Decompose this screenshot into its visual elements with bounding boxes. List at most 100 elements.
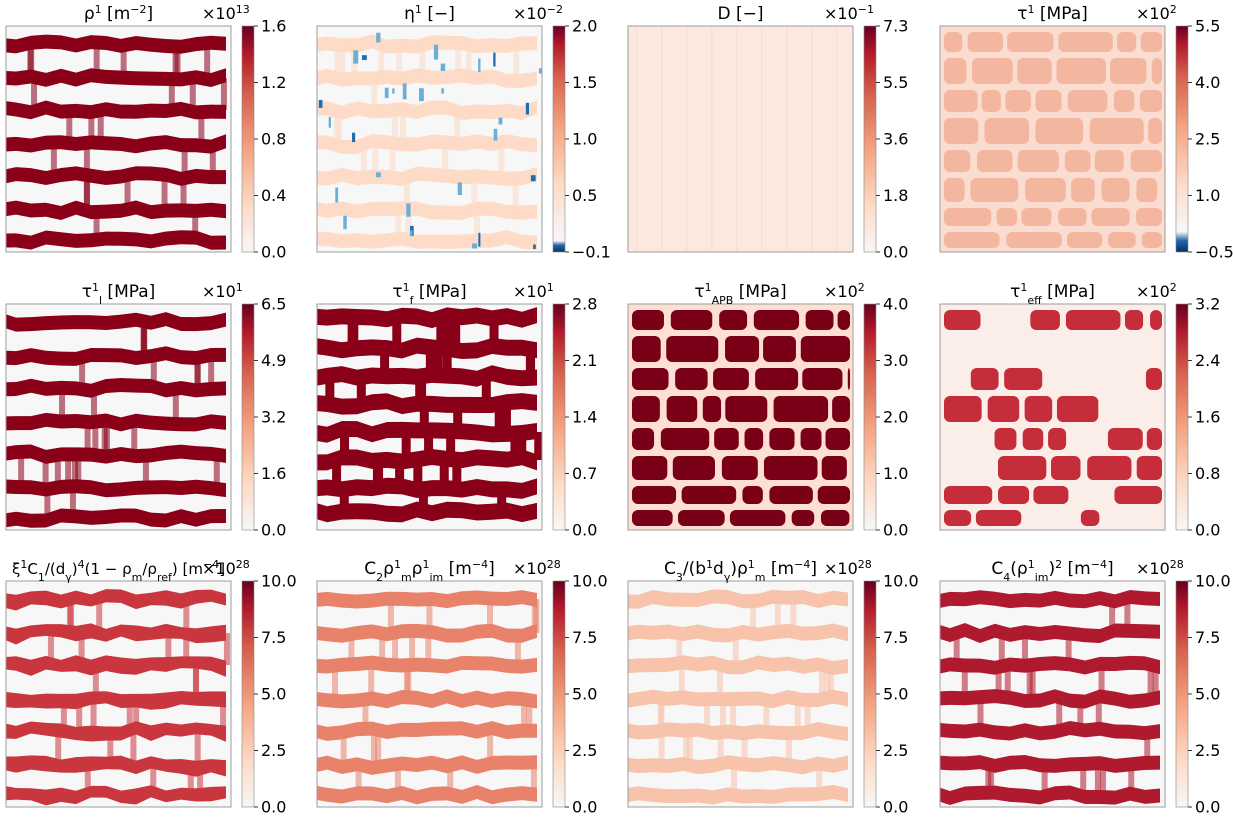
heatmap-cell <box>632 428 655 450</box>
heatmap-band <box>6 34 226 54</box>
heatmap-band <box>940 655 1160 675</box>
colorbar <box>1175 303 1189 531</box>
colorbar-multiplier: ×10−1 <box>824 3 874 24</box>
heatmap-connector <box>1021 633 1028 665</box>
negative-speck <box>538 68 542 74</box>
heatmap-connector <box>1095 699 1102 731</box>
heatmap-connector <box>442 318 452 348</box>
heatmap-connector <box>794 699 801 731</box>
panel-title: ρ1 [m−2] <box>84 3 153 25</box>
heatmap-cell <box>1150 310 1162 330</box>
panel-frame <box>939 580 1166 808</box>
heatmap-cell <box>944 58 967 84</box>
heatmap-connector <box>124 176 131 210</box>
heatmap-cell <box>721 456 758 480</box>
colorbar-tick-label: 0.0 <box>261 243 286 262</box>
colorbar-tick-label: 1.2 <box>261 73 286 92</box>
heatmap-cell <box>1066 232 1103 248</box>
colorbar-tick-label: 7.5 <box>1195 628 1220 647</box>
heatmap-panel: η1 [−] −0.1 0.5 1.0 1.5 2.0 ×10−2 <box>316 3 611 262</box>
heatmap-cell <box>725 336 760 362</box>
heatmap-cell <box>800 428 822 450</box>
heatmap-cell <box>977 150 1013 172</box>
heatmap-connector <box>395 210 402 240</box>
heatmap-cell <box>791 510 815 526</box>
heatmap-connector <box>1144 731 1151 765</box>
colorbar-tick-label: 0.0 <box>261 798 286 817</box>
heatmap-cell <box>1094 150 1124 172</box>
colorbar <box>241 303 255 531</box>
heatmap-cell <box>994 428 1017 450</box>
heatmap-connector <box>75 454 82 488</box>
heatmap-connector <box>730 699 737 731</box>
heatmap-panel: C2ρ1mρ1im [m−4] 0.0 2.5 5.0 7.5 10.0 ×1028 <box>316 558 608 817</box>
colorbar-tick-label: −0.5 <box>1195 243 1233 262</box>
heatmap-connector <box>372 144 379 176</box>
heatmap-cell <box>1113 90 1135 112</box>
colorbar-multiplier: ×10−2 <box>513 3 563 24</box>
colorbar-tick-label: 1.0 <box>572 130 597 149</box>
colorbar-tick-label: −0.1 <box>572 243 611 262</box>
heatmap-connector <box>1128 765 1135 795</box>
heatmap-connector <box>93 210 100 240</box>
heatmap-band <box>317 307 537 329</box>
heatmap-cell <box>997 456 1047 480</box>
heatmap-connector <box>657 699 664 731</box>
heatmap-connector <box>452 460 462 488</box>
colorbar-tick-label: 7.5 <box>572 628 597 647</box>
heatmap-connector <box>194 356 201 388</box>
colorbar-tick-label: 5.0 <box>261 685 286 704</box>
colorbar-tick-label: 0.0 <box>1195 798 1220 817</box>
heatmap-connector <box>433 348 443 376</box>
heatmap-cell <box>769 428 795 450</box>
heatmap-connector <box>447 765 454 795</box>
heatmap-connector <box>1041 765 1048 795</box>
heatmap-band <box>6 623 226 645</box>
heatmap-connector <box>96 599 103 633</box>
heatmap-connector <box>379 633 386 665</box>
heatmap-cell <box>1145 368 1162 390</box>
heatmap-cell <box>971 58 1013 84</box>
heatmap-connector <box>686 731 693 765</box>
colorbar <box>241 580 255 808</box>
heatmap-connector <box>530 765 537 795</box>
colorbar <box>552 580 566 808</box>
colorbar <box>863 25 877 253</box>
heatmap-cell <box>713 368 749 390</box>
panel-title: τ1eff [MPa] <box>1010 281 1095 307</box>
heatmap-panel: τ1eff [MPa] 0.0 0.8 1.6 2.4 3.2 ×102 <box>939 281 1220 540</box>
heatmap-cell <box>763 336 796 362</box>
heatmap-connector <box>396 44 403 78</box>
heatmap-band <box>628 755 848 775</box>
heatmap-connector <box>676 633 683 665</box>
heatmap-cell <box>1136 456 1162 480</box>
heatmap-connector <box>424 432 434 460</box>
negative-speck <box>441 88 444 94</box>
negative-speck <box>478 232 481 247</box>
colorbar <box>1175 25 1189 253</box>
heatmap-cell <box>719 310 748 330</box>
heatmap-cell <box>1146 428 1162 450</box>
heatmap-band <box>317 201 537 220</box>
panel-frame <box>316 580 543 808</box>
heatmap-connector <box>370 731 377 765</box>
heatmap-cell <box>1022 428 1044 450</box>
heatmap-connector <box>995 665 1002 699</box>
heatmap-cell <box>944 32 963 52</box>
heatmap-connector <box>426 599 433 633</box>
heatmap-connector <box>375 731 382 765</box>
heatmap-cell <box>1130 150 1162 172</box>
heatmap-connector <box>84 422 91 454</box>
heatmap-panel: ρ1 [m−2] 0.0 0.4 0.8 1.2 1.6 ×1013 <box>5 3 286 262</box>
heatmap-connector <box>531 599 538 633</box>
heatmap-connector <box>69 488 76 518</box>
heatmap-connector <box>395 460 405 488</box>
heatmap-connector <box>332 460 342 488</box>
heatmap-band <box>6 346 226 366</box>
heatmap-cell <box>1151 58 1162 84</box>
heatmap-connector <box>512 176 519 210</box>
heatmap-connector <box>389 144 396 176</box>
heatmap-cell <box>1017 150 1059 172</box>
colorbar-multiplier: ×1028 <box>1136 558 1184 579</box>
